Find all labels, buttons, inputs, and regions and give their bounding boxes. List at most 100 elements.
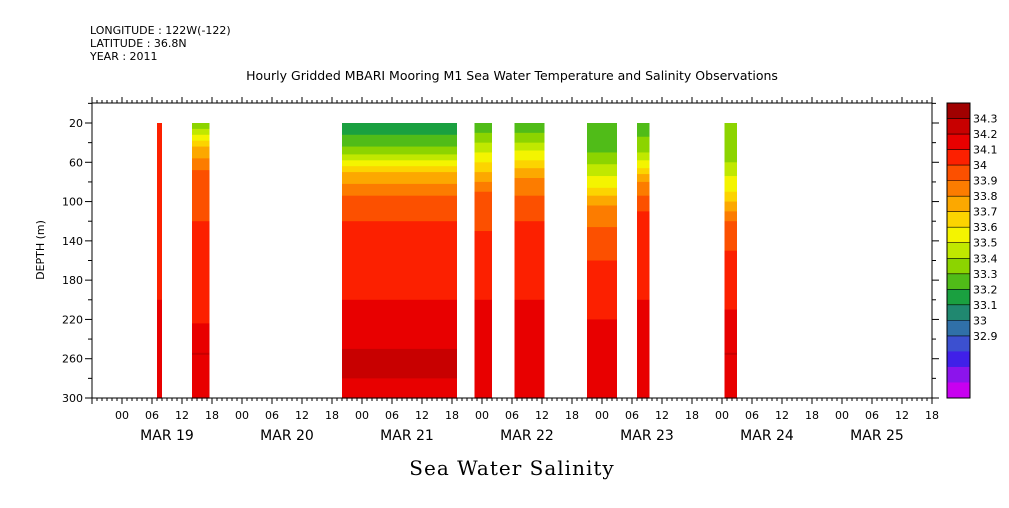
salinity-cell: [587, 278, 617, 281]
salinity-cell: [637, 346, 650, 350]
salinity-cell: [587, 140, 617, 144]
salinity-cell: [192, 205, 210, 209]
y-tick-label: 140: [62, 235, 83, 248]
salinity-cell: [724, 327, 737, 330]
salinity-cell: [724, 168, 737, 171]
salinity-cell: [192, 280, 210, 283]
salinity-cell: [157, 183, 162, 187]
colorbar-swatch: [947, 196, 970, 212]
salinity-cell: [514, 366, 545, 370]
salinity-cell: [724, 337, 737, 340]
salinity-cell: [192, 299, 210, 303]
salinity-cell: [587, 291, 617, 295]
salinity-cell: [157, 337, 162, 340]
salinity-cell: [514, 321, 545, 324]
salinity-cell: [192, 219, 210, 222]
salinity-cell: [157, 396, 162, 399]
salinity-cell: [724, 356, 737, 360]
salinity-cell: [587, 254, 617, 258]
salinity-cell: [514, 154, 545, 157]
salinity-cell: [474, 244, 492, 248]
salinity-cell: [514, 244, 545, 248]
salinity-cell: [157, 394, 162, 397]
salinity-cell: [724, 284, 737, 287]
salinity-cell: [724, 384, 737, 387]
salinity-cell: [474, 256, 492, 260]
salinity-cell: [342, 325, 457, 328]
salinity-cell: [637, 219, 650, 222]
salinity-cell: [724, 321, 737, 324]
salinity-cell: [342, 240, 457, 244]
salinity-cell: [587, 185, 617, 189]
y-tick-label: 100: [62, 196, 83, 209]
salinity-cell: [157, 156, 162, 159]
salinity-cell: [157, 162, 162, 165]
salinity-cell: [587, 276, 617, 279]
salinity-cell: [192, 335, 210, 338]
salinity-cell: [342, 358, 457, 362]
salinity-cell: [587, 250, 617, 254]
salinity-cell: [342, 352, 457, 356]
salinity-cell: [157, 390, 162, 393]
salinity-cell: [587, 323, 617, 326]
salinity-cell: [474, 250, 492, 254]
salinity-cell: [157, 282, 162, 285]
salinity-cell: [157, 168, 162, 171]
salinity-cell: [587, 319, 617, 322]
salinity-cell: [637, 319, 650, 322]
salinity-cell: [514, 236, 545, 240]
salinity-cell: [342, 231, 457, 234]
salinity-cell: [514, 221, 545, 224]
salinity-cell: [514, 138, 545, 142]
salinity-cell: [474, 140, 492, 144]
salinity-cell: [514, 289, 545, 293]
salinity-cell: [157, 215, 162, 218]
salinity-cell: [514, 301, 545, 305]
salinity-cell: [342, 233, 457, 236]
salinity-cell: [192, 142, 210, 146]
salinity-cell: [724, 339, 737, 342]
salinity-cell: [724, 329, 737, 332]
salinity-cell: [587, 126, 617, 130]
salinity-cell: [192, 305, 210, 309]
salinity-cell: [474, 329, 492, 332]
salinity-cell: [157, 172, 162, 175]
salinity-cell: [514, 205, 545, 209]
salinity-cell: [192, 148, 210, 152]
x-date-label: MAR 21: [380, 428, 434, 444]
salinity-cell: [192, 394, 210, 397]
salinity-cell: [342, 219, 457, 222]
salinity-cell: [474, 142, 492, 146]
salinity-cell: [157, 152, 162, 156]
salinity-cell: [514, 319, 545, 322]
salinity-cell: [637, 352, 650, 356]
salinity-cell: [192, 384, 210, 387]
salinity-cell: [342, 128, 457, 132]
salinity-cell: [157, 341, 162, 344]
salinity-cell: [342, 392, 457, 395]
salinity-cell: [514, 293, 545, 297]
salinity-cell: [637, 148, 650, 152]
salinity-cell: [192, 392, 210, 395]
salinity-cell: [342, 350, 457, 354]
salinity-cell: [514, 331, 545, 334]
salinity-cell: [157, 134, 162, 138]
salinity-cell: [157, 262, 162, 266]
salinity-cell: [637, 335, 650, 338]
salinity-cell: [342, 291, 457, 295]
salinity-cell: [724, 270, 737, 273]
salinity-cell: [474, 272, 492, 275]
salinity-cell: [724, 319, 737, 322]
salinity-cell: [514, 356, 545, 360]
salinity-cell: [724, 256, 737, 260]
salinity-cell: [342, 223, 457, 226]
salinity-cell: [157, 146, 162, 150]
salinity-cell: [514, 148, 545, 152]
salinity-cell: [637, 258, 650, 262]
salinity-cell: [637, 307, 650, 311]
salinity-cell: [157, 319, 162, 322]
salinity-cell: [474, 348, 492, 352]
salinity-cell: [192, 179, 210, 183]
salinity-cell: [587, 219, 617, 222]
salinity-cell: [724, 130, 737, 134]
